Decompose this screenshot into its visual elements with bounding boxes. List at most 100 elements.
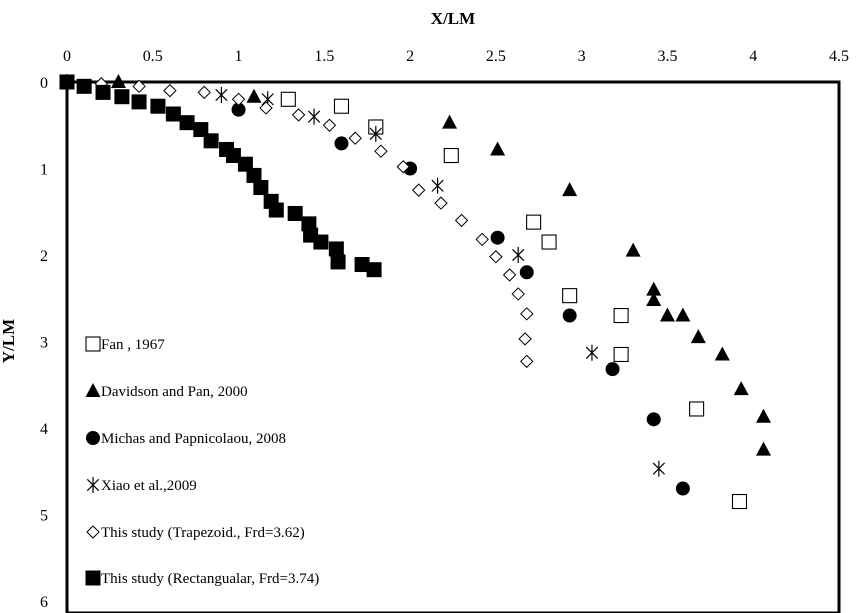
x-tick-label: 0.5 <box>143 48 163 65</box>
filled-square-marker <box>59 74 75 90</box>
asterisk-marker <box>512 247 525 263</box>
x-tick-label: 0 <box>63 48 71 65</box>
legend-entry-background <box>85 474 377 496</box>
filled-square-marker <box>203 133 219 149</box>
legend-entry-background <box>85 427 377 449</box>
filled-square-marker <box>95 84 111 100</box>
open-square-marker <box>562 288 578 304</box>
open-diamond-marker <box>489 250 503 264</box>
open-diamond-marker <box>259 101 273 115</box>
open-diamond-marker <box>411 183 426 197</box>
filled-square-marker <box>287 205 303 221</box>
filled-square-marker <box>179 115 195 131</box>
open-diamond-marker <box>86 525 100 539</box>
asterisk-marker <box>652 460 665 477</box>
x-tick-label: 4 <box>749 48 757 65</box>
filled-circle-marker <box>646 412 661 427</box>
filled-square-marker <box>165 106 181 122</box>
filled-circle-marker <box>334 136 349 151</box>
filled-square-marker <box>354 257 370 273</box>
open-square-marker <box>443 147 459 164</box>
filled-triangle-marker <box>646 291 662 306</box>
filled-square-marker <box>313 234 329 250</box>
open-diamond-marker <box>396 160 410 174</box>
x-tick-label: 2 <box>406 48 414 65</box>
open-square-marker <box>280 91 296 107</box>
y-tick-label: 4 <box>40 421 48 438</box>
open-diamond-marker <box>291 108 306 122</box>
legend-label: Davidson and Pan, 2000 <box>101 384 248 400</box>
asterisk-marker <box>215 86 228 103</box>
open-diamond-marker <box>454 213 469 228</box>
filled-triangle-marker <box>659 307 675 322</box>
filled-square-marker <box>330 254 346 270</box>
open-diamond-marker <box>502 268 517 282</box>
filled-square-marker <box>225 148 241 164</box>
legend-entry-background <box>85 521 377 543</box>
open-diamond-marker <box>132 79 146 94</box>
filled-triangle-marker <box>490 141 506 156</box>
plot-area-frame <box>65 80 841 613</box>
asterisk-marker <box>431 177 444 194</box>
open-diamond-marker <box>322 118 337 132</box>
filled-triangle-marker <box>646 281 662 296</box>
open-diamond-marker <box>518 332 532 346</box>
filled-square-marker <box>366 262 382 278</box>
open-diamond-marker <box>231 92 246 107</box>
open-diamond-marker <box>348 131 362 145</box>
open-square-marker <box>333 98 350 114</box>
filled-triangle-marker <box>690 329 706 344</box>
open-square-marker <box>613 346 629 363</box>
y-tick-label: 1 <box>40 162 48 179</box>
filled-square-marker <box>150 98 166 114</box>
y-tick-label: 3 <box>40 335 48 352</box>
filled-circle-marker <box>605 362 620 377</box>
filled-circle-marker <box>675 481 690 496</box>
tick-labels: 0 0.5 1 1.5 2 2.5 3 3.5 4 4.5 0 1 2 3 4 5 6 <box>40 48 849 611</box>
legend-label: Xiao et al.,2009 <box>101 478 197 494</box>
asterisk-marker <box>585 344 599 361</box>
filled-square-marker <box>246 167 262 183</box>
x-tick-label: 1 <box>235 48 243 65</box>
filled-circle-marker <box>490 230 505 245</box>
filled-triangle-marker <box>714 346 730 361</box>
open-square-marker <box>613 307 629 324</box>
y-axis-title: Y/LM <box>0 319 18 363</box>
filled-triangle-marker <box>756 408 772 423</box>
legend-label: This study (Trapezoid., Frd=3.62) <box>101 525 305 541</box>
filled-triangle-marker <box>246 88 262 103</box>
x-tick-label: 3 <box>578 48 586 65</box>
filled-square-marker <box>85 570 101 586</box>
filled-circle-marker <box>86 431 100 445</box>
filled-triangle-marker <box>733 381 749 396</box>
filled-triangle-marker <box>85 383 101 397</box>
filled-square-marker <box>131 94 147 110</box>
filled-triangle-marker <box>756 441 772 456</box>
open-diamond-marker <box>374 144 388 158</box>
filled-triangle-marker <box>442 114 458 129</box>
open-diamond-marker <box>197 85 211 100</box>
filled-square-marker <box>76 78 92 94</box>
open-square-marker <box>541 234 557 250</box>
x-tick-label: 4.5 <box>829 48 849 65</box>
filled-square-marker <box>114 89 130 105</box>
asterisk-marker <box>307 108 321 125</box>
y-tick-label: 0 <box>40 75 48 92</box>
filled-circle-marker <box>562 308 577 323</box>
asterisk-marker <box>86 477 100 493</box>
open-diamond-marker <box>511 287 525 301</box>
open-square-marker <box>731 493 748 510</box>
filled-square-marker <box>268 202 284 218</box>
y-tick-label: 2 <box>40 248 48 265</box>
open-diamond-marker <box>520 307 534 321</box>
filled-square-marker <box>328 241 344 257</box>
open-square-marker <box>85 336 101 352</box>
y-tick-label: 6 <box>40 594 48 611</box>
legend-label: This study (Rectangualar, Frd=3.74) <box>101 571 319 587</box>
filled-circle-marker <box>519 265 534 280</box>
legend: Fan , 1967 Davidson and Pan, 2000 Michas a… <box>85 333 377 589</box>
filled-triangle-marker <box>675 307 691 322</box>
filled-triangle-marker <box>562 182 578 197</box>
x-tick-label: 3.5 <box>657 48 677 65</box>
